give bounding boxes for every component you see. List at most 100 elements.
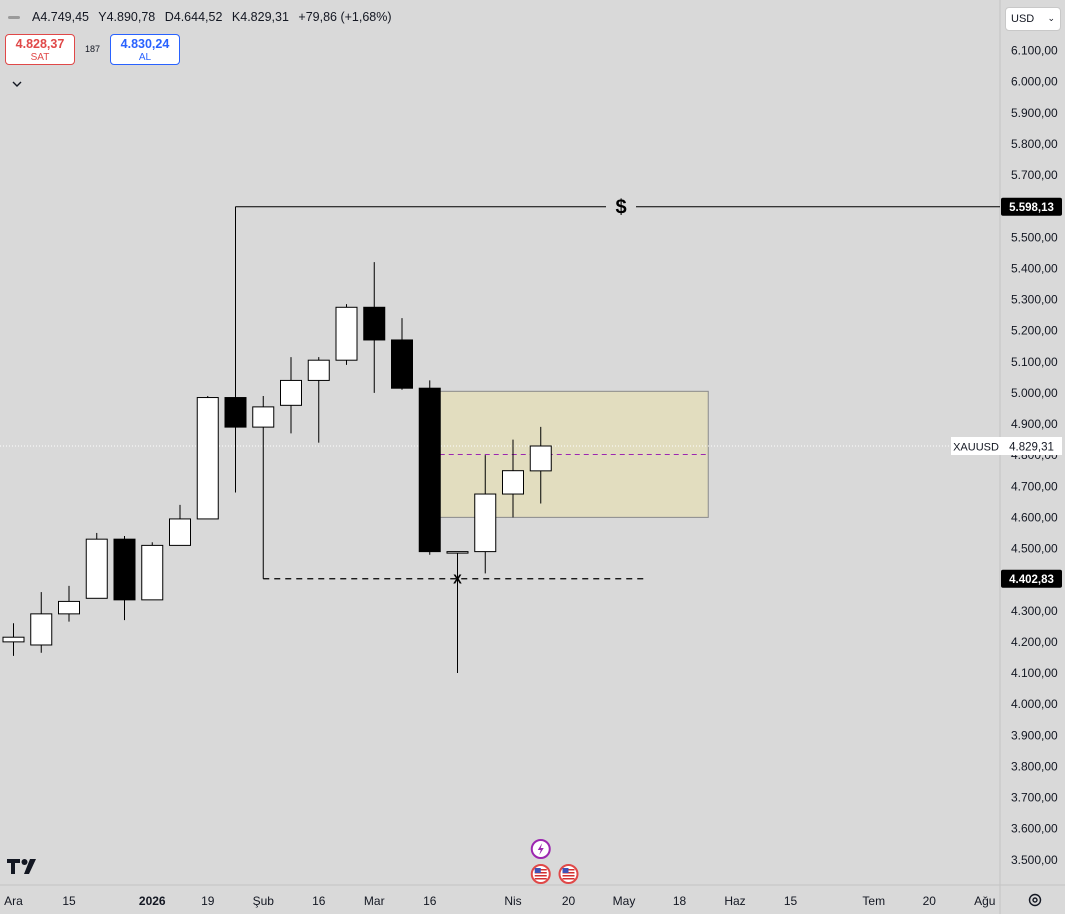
candle-body-down: [418, 387, 441, 553]
ohlc-change: +79,86 (+1,68%): [298, 10, 392, 24]
x-tick-label: May: [613, 894, 636, 908]
candle-body-up: [474, 493, 497, 553]
candle-body-up: [85, 538, 108, 599]
legend-toggle-icon[interactable]: [8, 15, 20, 19]
chevron-down-icon[interactable]: [12, 76, 22, 91]
candle: [391, 318, 413, 390]
y-tick-label: 5.500,00: [1011, 230, 1058, 244]
y-tick-label: 5.000,00: [1011, 386, 1058, 400]
ohlc-low: D4.644,52: [164, 10, 223, 24]
y-tick-label: 4.100,00: [1011, 666, 1058, 680]
last-price-label-bg: [1001, 437, 1062, 456]
candle-body-up: [529, 445, 552, 472]
x-tick-label: Nis: [504, 894, 521, 908]
x-tick-label: 20: [923, 894, 937, 908]
candle: [113, 536, 136, 621]
candle-body-up: [335, 306, 358, 361]
y-tick-label: 4.700,00: [1011, 479, 1058, 493]
buy-button[interactable]: 4.830,24 AL: [110, 34, 180, 65]
candle: [169, 504, 191, 546]
y-tick-label: 4.300,00: [1011, 604, 1058, 618]
x-tick-label: Şub: [253, 894, 275, 908]
y-tick-label: 5.300,00: [1011, 293, 1058, 307]
candle-body-up: [30, 613, 53, 646]
currency-select[interactable]: USD ⌄: [1005, 7, 1061, 31]
candle: [335, 304, 358, 365]
sweep-marker: X: [453, 572, 462, 587]
candle-body-up: [169, 518, 191, 546]
x-tick-label: 20: [562, 894, 576, 908]
currency-value: USD: [1011, 13, 1035, 25]
y-tick-label: 4.600,00: [1011, 510, 1058, 524]
y-tick-label: 6.000,00: [1011, 75, 1058, 89]
y-tick-label: 4.900,00: [1011, 417, 1058, 431]
candle: [502, 439, 524, 518]
price-label-bottom-bg: [1001, 569, 1062, 588]
candle: [529, 426, 552, 504]
sell-button[interactable]: 4.828,37 SAT: [5, 34, 75, 65]
x-tick-label: 15: [784, 894, 798, 908]
candle: [307, 357, 330, 443]
y-tick-label: 4.500,00: [1011, 542, 1058, 556]
candle-body-up: [307, 359, 330, 381]
ohlc-header: A4.749,45 Y4.890,78 D4.644,52 K4.829,31 …: [8, 10, 398, 24]
liquidity-marker: $: [615, 197, 626, 219]
y-tick-label: 6.100,00: [1011, 44, 1058, 58]
candle: [30, 592, 53, 653]
x-tick-label: 16: [423, 894, 437, 908]
y-tick-label: 3.800,00: [1011, 759, 1058, 773]
candle: [363, 262, 386, 393]
candle-body-down: [113, 538, 136, 601]
ohlc-high: Y4.890,78: [98, 10, 156, 24]
x-tick-label: Tem: [862, 894, 885, 908]
x-tick-label: 15: [62, 894, 76, 908]
candle: [280, 357, 302, 434]
candle-body-down: [391, 339, 413, 389]
y-tick-label: 4.000,00: [1011, 697, 1058, 711]
x-tick-label: Mar: [364, 894, 385, 908]
candle-body-up: [2, 636, 25, 643]
spread-value: 187: [85, 44, 101, 54]
y-tick-label: 3.900,00: [1011, 728, 1058, 742]
last-price-label: 4.829,31: [1009, 442, 1054, 454]
candle-body-up: [141, 544, 164, 601]
x-tick-label: 16: [312, 894, 326, 908]
symbol-label: XAUUSD: [953, 442, 999, 454]
settings-icon[interactable]: [1027, 892, 1043, 913]
y-tick-label: 5.800,00: [1011, 137, 1058, 151]
buy-price: 4.830,24: [120, 37, 170, 51]
lightning-event-icon: [530, 839, 551, 859]
us-flag-event-icon: [530, 864, 551, 884]
sell-label: SAT: [30, 52, 50, 63]
candle: [141, 542, 164, 601]
x-tick-label: 18: [673, 894, 687, 908]
candle: [252, 395, 275, 579]
candle-body-up: [502, 470, 524, 495]
candle: [2, 623, 25, 656]
y-tick-label: 5.200,00: [1011, 324, 1058, 338]
candle: [196, 395, 219, 520]
y-tick-label: 3.600,00: [1011, 822, 1058, 836]
candle-body-up: [446, 551, 469, 554]
candle: [474, 455, 497, 574]
ohlc-close: K4.829,31: [231, 10, 289, 24]
candle-body-up: [196, 397, 219, 520]
price-label-bottom: 4.402,83: [1009, 574, 1054, 586]
ohlc-open: A4.749,45: [32, 10, 89, 24]
buy-label: AL: [138, 52, 152, 63]
candle-body-up: [252, 406, 275, 428]
y-tick-label: 5.100,00: [1011, 355, 1058, 369]
x-tick-label: 2026: [139, 894, 166, 908]
y-tick-label: 4.200,00: [1011, 635, 1058, 649]
y-tick-label: 3.500,00: [1011, 853, 1058, 867]
x-tick-label: Ara: [4, 894, 23, 908]
candle-body-up: [280, 379, 302, 406]
candle-body-down: [363, 306, 386, 341]
candle-body-down: [224, 397, 247, 428]
y-tick-label: 5.400,00: [1011, 261, 1058, 275]
tradingview-logo-icon[interactable]: [6, 857, 40, 880]
symbol-label-bg: [951, 437, 1001, 456]
candle: [418, 380, 441, 555]
x-tick-label: Haz: [724, 894, 745, 908]
